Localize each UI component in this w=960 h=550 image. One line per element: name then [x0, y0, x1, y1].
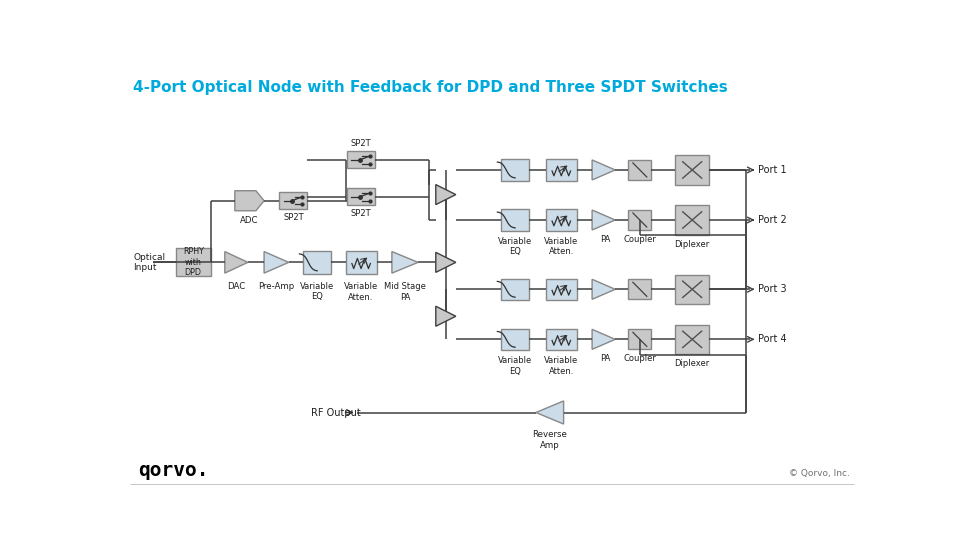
Text: Diplexer: Diplexer [675, 240, 709, 249]
Bar [675, 155, 709, 185]
Text: Variable
EQ: Variable EQ [498, 237, 532, 256]
Polygon shape [436, 185, 456, 205]
Bar [546, 278, 577, 300]
Polygon shape [536, 401, 564, 424]
Text: DAC: DAC [228, 282, 246, 292]
Text: Coupler: Coupler [623, 235, 657, 244]
Text: Variable
EQ: Variable EQ [300, 282, 334, 301]
Bar [348, 189, 375, 205]
Bar [501, 159, 529, 181]
Text: RPHY
with
DPD: RPHY with DPD [182, 248, 204, 277]
Polygon shape [392, 251, 418, 273]
Polygon shape [264, 251, 289, 273]
Text: Variable
Atten.: Variable Atten. [344, 282, 378, 302]
Text: 4-Port Optical Node with Feedback for DPD and Three SPDT Switches: 4-Port Optical Node with Feedback for DP… [133, 80, 728, 95]
Bar [675, 324, 709, 354]
Text: Reverse
Amp: Reverse Amp [532, 430, 567, 449]
Text: Diplexer: Diplexer [675, 359, 709, 369]
Bar [628, 279, 652, 299]
Bar [501, 328, 529, 350]
Bar [546, 209, 577, 231]
Text: PA: PA [600, 354, 611, 363]
Bar [675, 205, 709, 235]
Bar [348, 151, 375, 168]
Bar [346, 251, 376, 274]
Bar [675, 274, 709, 304]
Text: SP2T: SP2T [350, 209, 372, 218]
Text: qorvo.: qorvo. [138, 461, 208, 480]
Text: SP2T: SP2T [283, 213, 303, 222]
Text: © Qorvo, Inc.: © Qorvo, Inc. [789, 469, 850, 478]
Polygon shape [436, 306, 456, 326]
Text: Variable
EQ: Variable EQ [498, 356, 532, 376]
Bar [303, 251, 331, 274]
Text: Port 1: Port 1 [757, 165, 786, 175]
Bar [546, 328, 577, 350]
Bar [628, 329, 652, 349]
Polygon shape [436, 252, 456, 272]
Polygon shape [235, 191, 264, 211]
Bar [501, 278, 529, 300]
Text: Variable
Atten.: Variable Atten. [544, 356, 579, 376]
Polygon shape [592, 279, 615, 299]
Bar [628, 210, 652, 230]
Polygon shape [592, 210, 615, 230]
Bar [176, 249, 211, 276]
Text: Coupler: Coupler [623, 354, 657, 363]
Polygon shape [225, 251, 248, 273]
Polygon shape [592, 329, 615, 349]
Text: Pre-Amp: Pre-Amp [258, 282, 295, 292]
Text: Mid Stage
PA: Mid Stage PA [384, 282, 426, 302]
Text: PA: PA [600, 235, 611, 244]
Bar [279, 192, 307, 209]
Text: SP2T: SP2T [350, 139, 372, 148]
Text: Port 2: Port 2 [757, 215, 786, 225]
Bar [501, 209, 529, 231]
Text: Variable
Atten.: Variable Atten. [544, 237, 579, 256]
Text: Port 4: Port 4 [757, 334, 786, 344]
Bar [628, 160, 652, 180]
Polygon shape [592, 160, 615, 180]
Text: RF Output: RF Output [311, 408, 361, 417]
Bar [546, 159, 577, 181]
Text: Port 3: Port 3 [757, 284, 786, 294]
Text: ADC: ADC [240, 216, 258, 225]
Text: Optical
Input: Optical Input [133, 252, 165, 272]
